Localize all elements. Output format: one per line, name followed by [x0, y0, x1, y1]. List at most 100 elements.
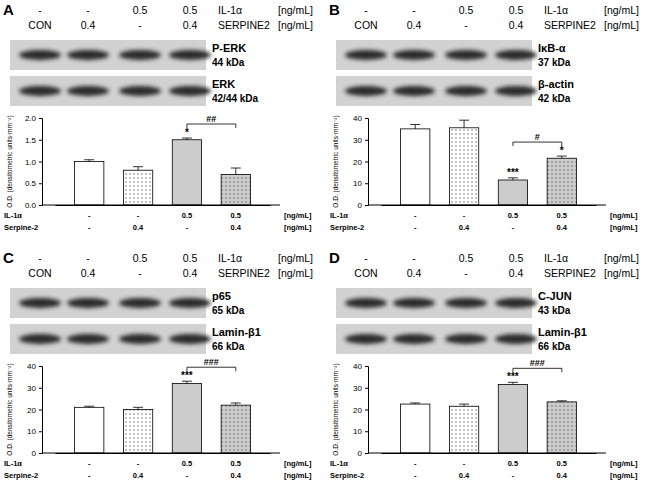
blot-band [119, 50, 161, 60]
tick-label: 40 [353, 362, 362, 371]
treatment-value: - [186, 223, 189, 232]
header-unit: [ng/mL] [278, 19, 313, 31]
treatment-value: - [137, 459, 140, 468]
treatment-value: - [88, 471, 91, 480]
axis-line [39, 119, 43, 206]
tick-label: 10 [27, 427, 36, 436]
treatment-value: - [414, 211, 417, 220]
y-tick: 30 [353, 136, 368, 145]
error-bar [84, 406, 94, 407]
treatment-value: 0.5 [557, 211, 567, 220]
error-bar [508, 178, 518, 180]
plot-area [75, 138, 251, 205]
panel-label: D [329, 249, 340, 266]
error-cap [557, 400, 567, 401]
plot-area [401, 120, 577, 205]
header-value: 0.5 [183, 252, 198, 264]
significance-label: ### [530, 358, 545, 368]
tick-mark [365, 140, 368, 141]
significance-label: ## [206, 114, 216, 124]
header-value: - [464, 19, 468, 31]
header-unit: [ng/mL] [604, 267, 639, 279]
treatment-value: 0.4 [459, 223, 470, 232]
header-label: SERPINE2 [544, 267, 596, 279]
header-value: - [364, 252, 368, 264]
y-tick: 40 [353, 114, 368, 123]
bar [498, 384, 527, 453]
error-stem [415, 125, 416, 129]
blot-size: 65 kDa [212, 305, 245, 316]
significance-bracket [513, 142, 562, 146]
header-value: CON [354, 267, 377, 279]
treatment-value: 0.4 [133, 223, 144, 232]
header-label: IL-1α [218, 4, 242, 16]
y-tick: 30 [353, 384, 368, 393]
y-tick: 1.0 [25, 158, 42, 167]
header-value: 0.4 [183, 19, 198, 31]
header-unit: [ng/mL] [604, 19, 639, 31]
header-value: - [38, 4, 42, 16]
panel: B--0.50.5IL-1α[ng/mL]CON0.4-0.4SERPINE2[… [329, 1, 639, 232]
figure: A--0.50.5IL-1α[ng/mL]CON0.4-0.4SERPINE2[… [0, 0, 651, 495]
blot-name: P-ERK [212, 42, 246, 54]
baseline [42, 453, 280, 454]
y-tick: 20 [27, 406, 42, 415]
error-bar [508, 382, 518, 384]
error-bar [459, 404, 469, 406]
blot-band [67, 298, 109, 308]
error-bar [133, 407, 143, 409]
treatment-value: 0.4 [557, 471, 568, 480]
y-tick: 10 [353, 179, 368, 188]
tick-mark [39, 453, 42, 454]
blot-band [19, 50, 61, 60]
significance-mark: * [185, 127, 189, 138]
tick-label: 40 [27, 362, 36, 371]
tick-label: 40 [353, 114, 362, 123]
header-value: 0.5 [459, 4, 474, 16]
y-axis-title: O.D. (densitometric units·mm⁻²) [332, 115, 340, 207]
tick-label: 20 [353, 406, 362, 415]
treatment-value: - [88, 211, 91, 220]
treatment-value: - [137, 211, 140, 220]
bar [75, 407, 104, 453]
bar [221, 175, 250, 205]
header-label: IL-1α [544, 252, 568, 264]
y-tick: 20 [353, 158, 368, 167]
blot-name: IκB-α [538, 42, 566, 54]
error-bar [410, 125, 420, 129]
header-value: 0.4 [81, 267, 96, 279]
error-bar [557, 156, 567, 158]
significance-mark: *** [507, 371, 519, 382]
header-label: IL-1α [218, 252, 242, 264]
tick-mark [365, 162, 368, 163]
blot-band [19, 298, 61, 308]
y-tick: 40 [27, 362, 42, 371]
tick-label: 0.0 [25, 201, 37, 210]
header-value: - [364, 4, 368, 16]
tick-label: 30 [27, 384, 36, 393]
panel-label: C [3, 249, 14, 266]
error-stem [464, 120, 465, 128]
blot-name: Lamin-β1 [538, 326, 587, 338]
y-axis: 010203040 [353, 362, 368, 458]
treatment-value: 0.4 [459, 471, 470, 480]
blot-size: 66 kDa [212, 341, 245, 352]
tick-label: 2.0 [25, 114, 37, 123]
significance-bracket [513, 368, 562, 372]
tick-label: 20 [27, 406, 36, 415]
bar [401, 404, 430, 453]
treatment-value: 0.5 [557, 459, 567, 468]
treatment-value: - [88, 223, 91, 232]
blot-size: 42 kDa [538, 93, 571, 104]
y-axis: 010203040 [353, 114, 368, 210]
tick-label: 10 [353, 179, 362, 188]
treatment-value: 0.4 [231, 223, 242, 232]
header-label: SERPINE2 [544, 19, 596, 31]
blot-name: Lamin-β1 [212, 326, 261, 338]
header-label: SERPINE2 [218, 267, 270, 279]
tick-mark [365, 118, 368, 119]
error-cap [133, 166, 143, 167]
error-bar [182, 138, 192, 140]
treatment-label: IL-1α [330, 211, 348, 220]
y-axis-title: O.D. (densitometric units·mm⁻²) [6, 363, 14, 455]
